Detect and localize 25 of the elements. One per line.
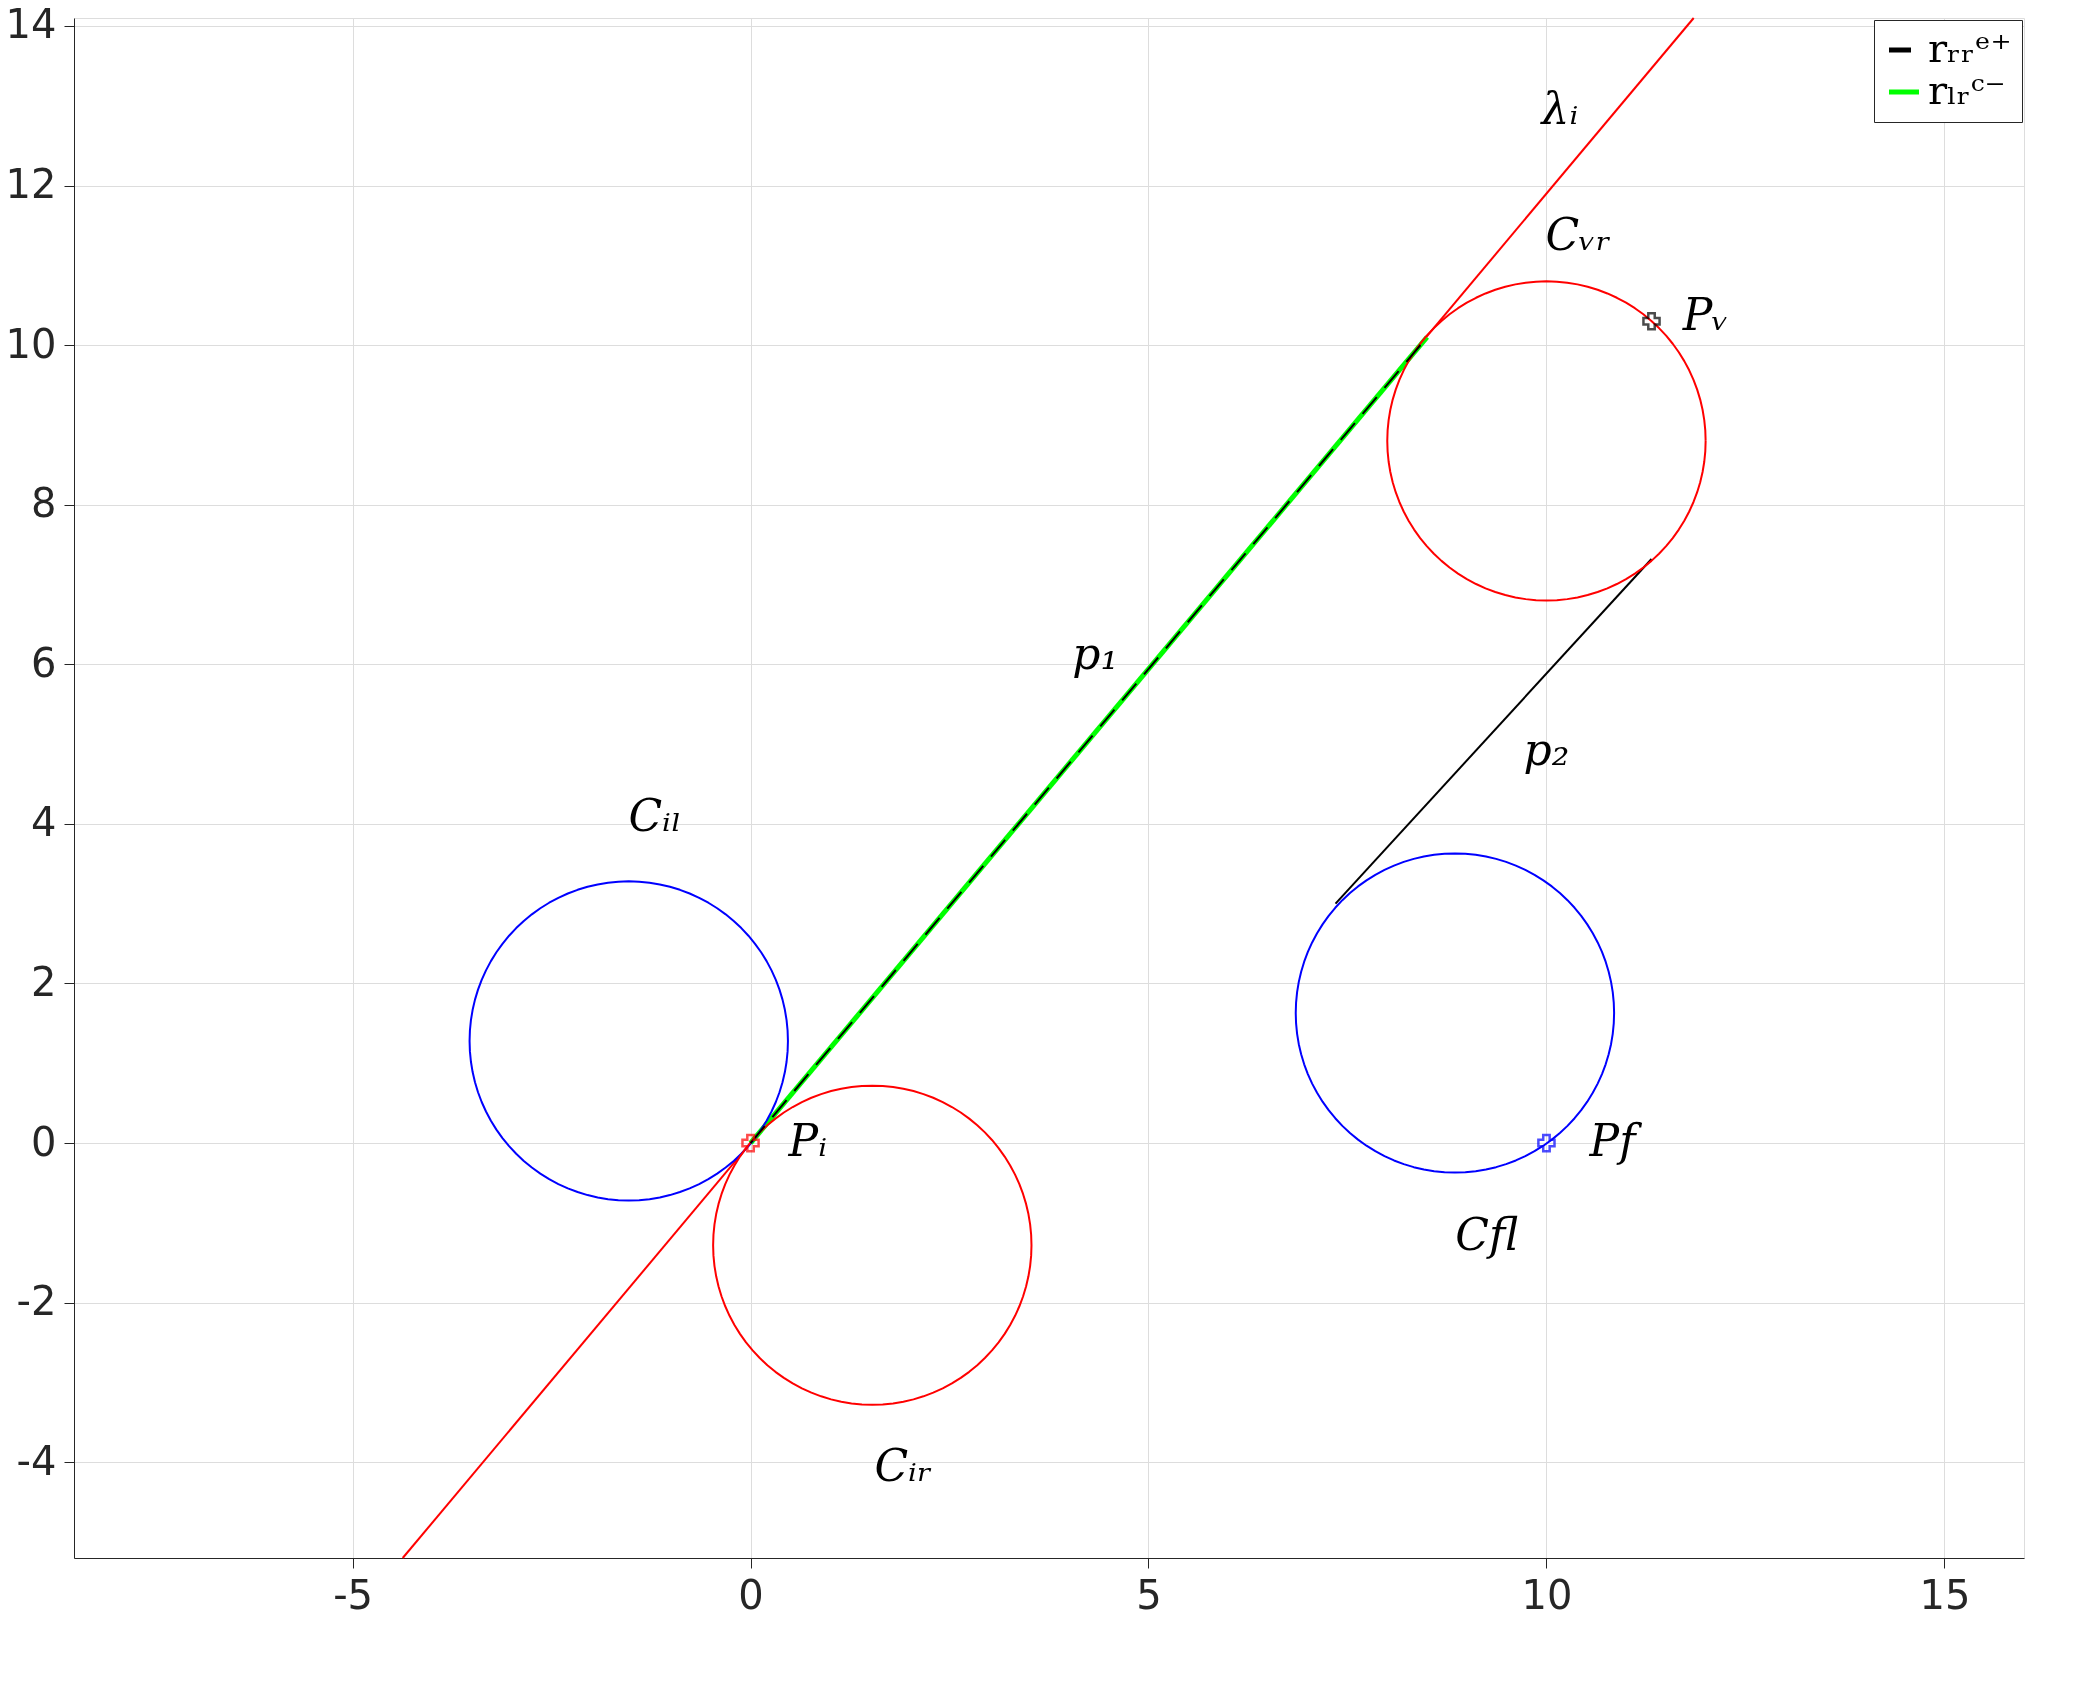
annotation: Pᵥ	[1681, 289, 1729, 341]
annotation: λᵢ	[1539, 83, 1579, 135]
annotation: Cᵥᵣ	[1545, 209, 1611, 261]
annotation: Pf	[1588, 1115, 1643, 1167]
y-tick-label: 0	[31, 1118, 57, 1165]
y-tick-label: 6	[31, 639, 57, 686]
y-tick-label: -4	[16, 1437, 57, 1484]
annotation: Pᵢ	[787, 1115, 828, 1167]
annotation: p₂	[1523, 724, 1570, 776]
x-tick-label: 5	[1136, 1571, 1162, 1618]
y-tick-label: 14	[5, 1, 57, 48]
x-tick-label: -5	[333, 1571, 374, 1618]
y-tick-label: -2	[16, 1278, 57, 1325]
x-tick-label: 15	[1919, 1571, 1971, 1618]
annotation: p₁	[1072, 628, 1119, 680]
annotation: Cfl	[1455, 1209, 1519, 1261]
y-tick-label: 10	[5, 320, 57, 367]
annotation: Cᵢₗ	[628, 790, 682, 842]
y-tick-label: 8	[31, 480, 57, 527]
y-tick-label: 2	[31, 958, 57, 1005]
x-tick-label: 0	[738, 1571, 764, 1618]
x-tick-label: 10	[1521, 1571, 1573, 1618]
y-tick-label: 4	[31, 799, 57, 846]
annotation: Cᵢᵣ	[874, 1439, 933, 1491]
y-tick-label: 12	[5, 161, 57, 208]
